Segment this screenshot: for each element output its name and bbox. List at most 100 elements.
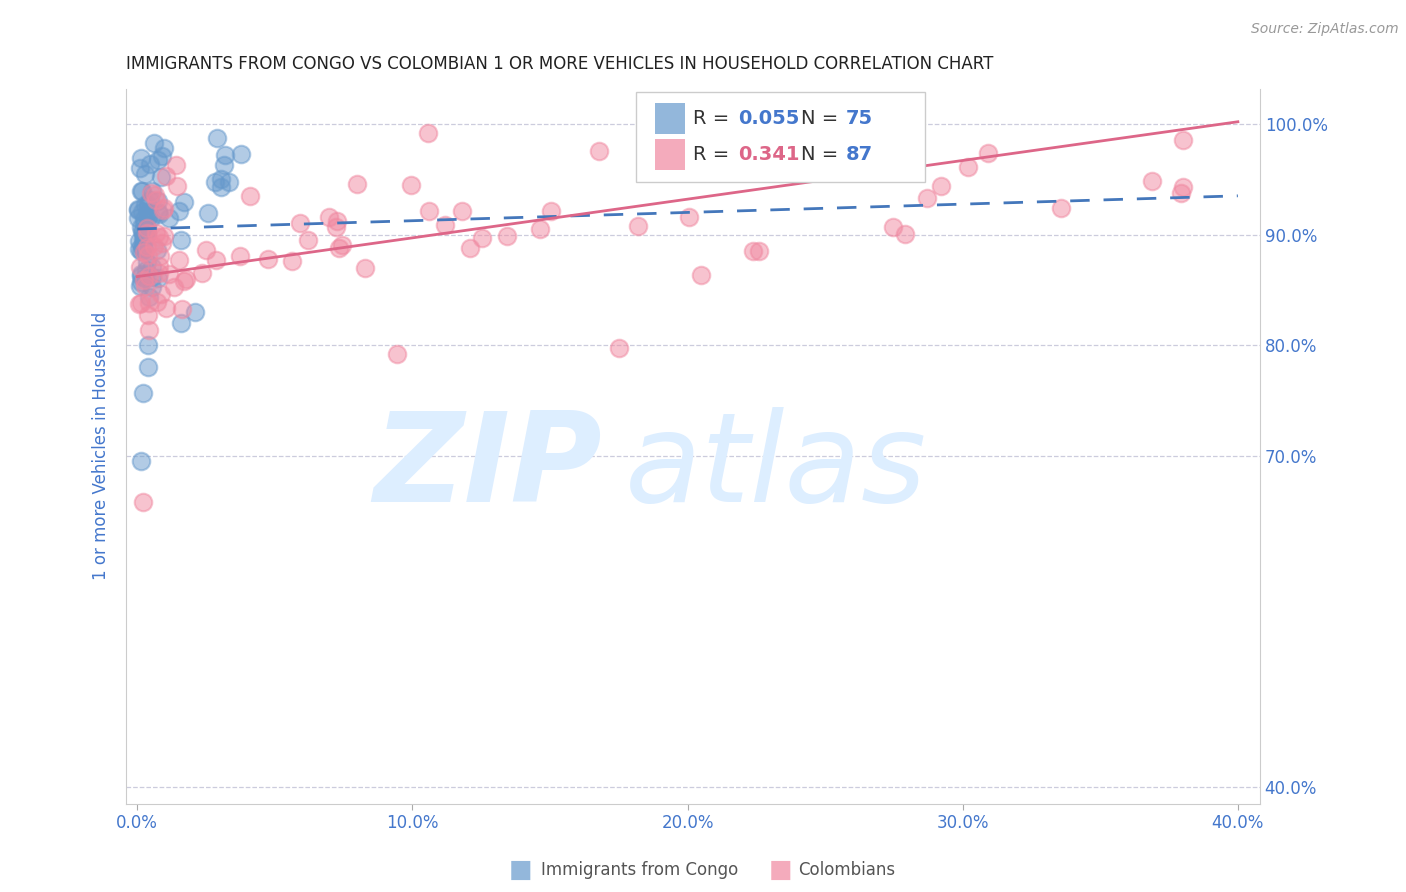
Point [134,273,156,287]
Point [893,227,915,241]
Point [214,148,236,162]
Point [132,495,155,509]
Text: Source: ZipAtlas.com: Source: ZipAtlas.com [1251,22,1399,37]
Point [882,219,904,234]
Point [330,238,353,252]
Point [1173,180,1195,194]
Point [678,211,700,225]
Point [139,193,162,207]
Point [229,249,252,263]
Point [1171,132,1194,146]
Point [450,203,472,218]
Point [212,158,235,172]
Point [139,211,162,226]
Point [129,184,152,198]
Point [141,186,163,201]
Point [169,204,191,219]
Point [148,229,170,244]
Text: 0.341: 0.341 [738,145,800,164]
Text: N =: N = [801,109,844,128]
Point [207,130,229,145]
Point [354,260,377,275]
Text: atlas: atlas [626,408,927,528]
Point [957,161,980,175]
Point [145,193,167,207]
Point [136,248,159,262]
Point [155,301,177,315]
Point [145,226,167,240]
Point [239,188,262,202]
Point [194,243,217,257]
Point [132,235,155,249]
Point [129,244,152,258]
Point [132,211,155,226]
Point [174,272,197,286]
Point [131,224,153,238]
Point [529,222,551,236]
Y-axis label: 1 or more Vehicles in Household: 1 or more Vehicles in Household [93,312,110,581]
Point [328,241,350,255]
Point [204,174,226,188]
Point [138,290,160,304]
Point [153,201,176,215]
Point [742,244,765,258]
Point [128,234,150,248]
Point [1050,201,1073,215]
Point [146,194,169,209]
Point [346,178,368,192]
Point [134,232,156,246]
Text: ZIP: ZIP [374,408,602,528]
Point [149,170,172,185]
Point [169,253,191,268]
Point [399,178,422,193]
Text: ■: ■ [509,858,531,881]
Point [149,249,172,263]
Point [136,220,159,235]
Text: R =: R = [693,145,735,164]
Text: IMMIGRANTS FROM CONGO VS COLOMBIAN 1 OR MORE VEHICLES IN HOUSEHOLD CORRELATION C: IMMIGRANTS FROM CONGO VS COLOMBIAN 1 OR … [127,55,994,73]
Point [134,270,156,285]
Point [157,211,180,225]
Point [184,305,207,319]
Point [197,205,219,219]
Point [209,172,232,186]
Point [138,205,160,219]
Point [127,202,149,217]
Point [1142,174,1164,188]
Point [136,254,159,268]
Point [540,203,562,218]
Point [136,210,159,224]
Point [148,259,170,273]
Point [627,219,650,233]
Point [152,202,174,217]
Point [690,268,713,282]
Point [135,240,157,254]
Text: 87: 87 [846,145,873,164]
Point [607,342,630,356]
Point [418,203,440,218]
Point [136,198,159,212]
Point [495,228,517,243]
Point [127,211,149,226]
Point [131,454,153,468]
Point [170,233,193,247]
Point [128,242,150,256]
Point [471,231,494,245]
Point [153,229,176,244]
Point [138,323,160,337]
Point [138,295,160,310]
Point [136,221,159,235]
Point [159,268,181,282]
Point [134,168,156,182]
Point [387,347,409,361]
Point [170,316,193,330]
Point [318,211,340,225]
Point [325,220,347,235]
Point [127,202,149,217]
Point [148,266,170,280]
Point [141,269,163,284]
Point [146,244,169,258]
Point [136,360,159,375]
Point [748,244,770,258]
Point [145,187,167,202]
